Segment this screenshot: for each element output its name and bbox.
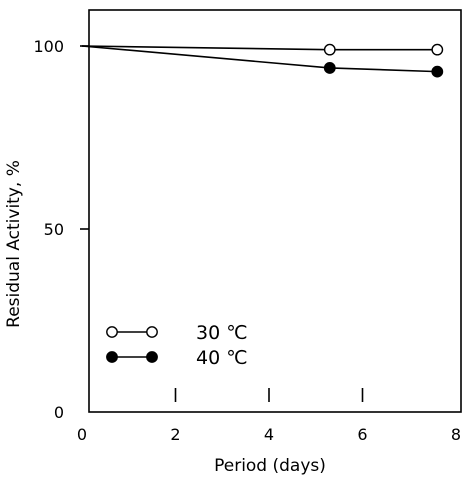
y-tick-label: 100 bbox=[33, 37, 64, 56]
legend-marker bbox=[106, 351, 118, 363]
x-tick-label: 4 bbox=[264, 425, 274, 444]
x-tick-label: 2 bbox=[170, 425, 180, 444]
x-tick-label: 8 bbox=[451, 425, 461, 444]
legend-marker bbox=[146, 326, 158, 338]
y-tick-label: 50 bbox=[44, 220, 64, 239]
x-axis-title: Period (days) bbox=[214, 456, 326, 476]
data-point bbox=[323, 62, 336, 74]
y-tick-label: 0 bbox=[54, 403, 64, 422]
data-point bbox=[323, 43, 336, 56]
data-point bbox=[431, 65, 444, 78]
series-layer bbox=[81, 43, 444, 78]
x-tick-label: 6 bbox=[357, 425, 367, 444]
legend-marker bbox=[106, 326, 118, 338]
y-axis-title: Residual Activity, % bbox=[4, 160, 24, 328]
x-axis-ticks: 0 2 4 6 8 bbox=[77, 388, 461, 444]
y-axis-ticks: 0 50 100 bbox=[33, 37, 89, 422]
legend-label: 30 ℃ bbox=[196, 322, 248, 344]
legend-label: 40 ℃ bbox=[196, 347, 248, 369]
data-point bbox=[431, 43, 444, 56]
series-line bbox=[81, 45, 438, 51]
x-tick-label: 0 bbox=[77, 425, 87, 444]
plot-frame bbox=[88, 9, 462, 413]
legend: 30 ℃ 40 ℃ bbox=[106, 322, 248, 369]
legend-marker bbox=[146, 351, 158, 363]
